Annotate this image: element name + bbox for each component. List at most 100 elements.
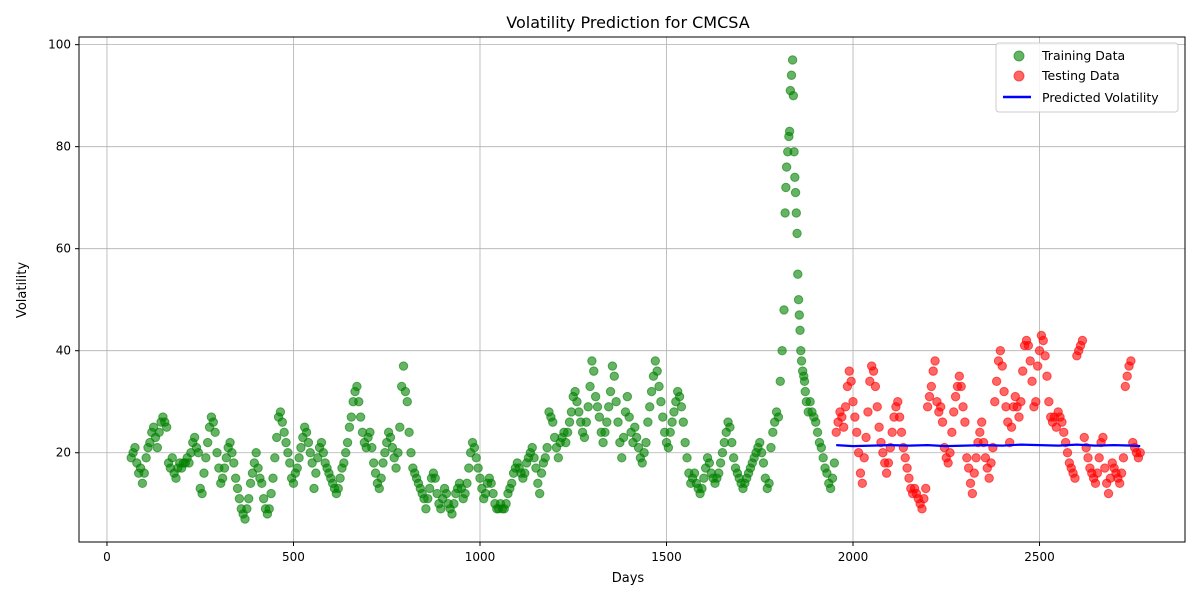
training-point (344, 422, 355, 432)
training-point (829, 458, 840, 468)
training-point (800, 386, 810, 397)
y-axis-label: Volatility (15, 262, 30, 318)
testing-point (868, 366, 879, 376)
testing-point (958, 402, 968, 412)
training-point (441, 488, 452, 499)
testing-point (971, 453, 981, 463)
training-point (333, 483, 343, 494)
training-point (717, 448, 728, 458)
training-point (365, 427, 375, 438)
training-point (316, 437, 327, 448)
legend-marker-training (1013, 50, 1025, 62)
training-point (488, 488, 498, 499)
training-point (585, 381, 595, 392)
training-point (793, 295, 804, 305)
testing-point (984, 473, 994, 483)
training-point (202, 437, 213, 448)
training-point (527, 442, 537, 453)
training-point (667, 417, 677, 427)
training-point (430, 473, 440, 483)
testing-point (1118, 453, 1129, 463)
training-point (791, 208, 802, 218)
training-point (714, 468, 724, 478)
testing-point (999, 386, 1009, 397)
training-point (402, 397, 412, 407)
testing-point (1027, 376, 1037, 387)
testing-point (956, 381, 966, 392)
training-point (727, 437, 737, 448)
testing-point (928, 366, 938, 376)
training-point (258, 493, 269, 504)
training-point (436, 504, 446, 514)
testing-point (921, 483, 931, 494)
testing-point (904, 473, 914, 483)
training-point (219, 463, 230, 473)
training-point (378, 458, 388, 468)
training-point (449, 499, 459, 509)
training-point (536, 468, 547, 478)
testing-point (926, 381, 937, 392)
training-point (816, 442, 827, 453)
training-point (758, 458, 769, 468)
testing-point (967, 488, 978, 499)
testing-point (840, 402, 851, 412)
training-point (650, 356, 661, 366)
x-tick-label: 0 (103, 550, 111, 564)
x-tick-label: 2000 (838, 550, 869, 564)
training-point (570, 386, 580, 397)
training-point (311, 468, 321, 478)
testing-point (917, 504, 927, 514)
training-point (520, 468, 530, 478)
training-point (270, 453, 280, 463)
training-point (230, 473, 241, 483)
testing-point (844, 366, 854, 376)
training-point (689, 468, 700, 478)
training-point (678, 417, 688, 427)
training-point (210, 427, 220, 438)
testing-point (975, 427, 985, 438)
training-point (755, 437, 765, 448)
training-point (406, 448, 416, 458)
training-point (275, 407, 286, 417)
training-point (781, 182, 791, 193)
training-point (699, 473, 709, 483)
training-point (789, 147, 799, 157)
training-point (154, 427, 164, 438)
training-point (339, 458, 349, 468)
legend-marker-testing (1013, 70, 1025, 82)
training-point (561, 437, 571, 448)
training-point (184, 458, 194, 468)
training-point (812, 427, 823, 438)
training-point (367, 442, 377, 453)
testing-point (935, 402, 946, 412)
training-point (592, 402, 603, 412)
training-point (161, 422, 172, 432)
testing-point (922, 402, 933, 412)
testing-point (870, 381, 881, 392)
x-tick-label: 1500 (651, 550, 682, 564)
training-point (400, 386, 411, 397)
y-tick-label: 80 (56, 140, 71, 154)
training-point (779, 305, 789, 315)
training-point (697, 483, 707, 494)
training-point (756, 448, 767, 458)
x-axis-ticks: 0 500 1000 1500 2000 2500 (103, 542, 1055, 564)
x-tick-label: 2500 (1024, 550, 1055, 564)
training-point (257, 478, 267, 489)
testing-point (838, 422, 849, 432)
training-point (624, 412, 634, 422)
training-point (598, 437, 608, 448)
testing-point (1016, 397, 1026, 407)
training-point (603, 402, 614, 412)
testing-point (919, 493, 929, 504)
testing-point (837, 412, 847, 422)
testing-point (863, 407, 873, 417)
training-point (391, 463, 401, 473)
testing-point (1122, 371, 1132, 381)
training-point (618, 432, 629, 443)
training-point (404, 427, 414, 438)
training-point (529, 453, 539, 463)
training-point (674, 391, 685, 402)
testing-point (846, 376, 856, 387)
training-point (676, 402, 687, 412)
